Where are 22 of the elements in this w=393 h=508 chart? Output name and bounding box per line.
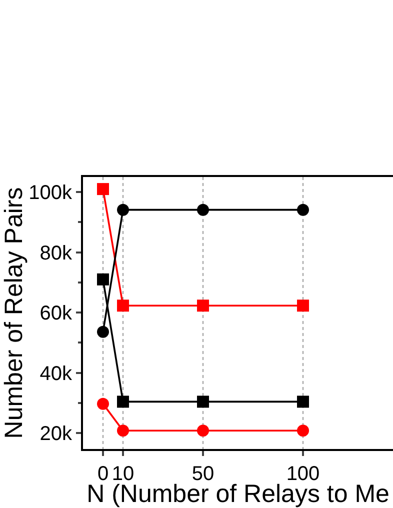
y-tick-label: 80k — [40, 242, 73, 264]
point — [297, 424, 309, 437]
point — [97, 183, 109, 196]
y-tick-label: 40k — [40, 362, 73, 385]
point — [297, 300, 309, 312]
point — [97, 273, 109, 286]
y-tick-label: 60k — [40, 302, 73, 325]
y-tick-label: 20k — [40, 423, 73, 446]
point — [117, 424, 129, 437]
point — [197, 396, 209, 408]
point — [117, 396, 129, 408]
y-tick-label: 100k — [28, 182, 73, 204]
point — [197, 424, 209, 437]
point — [197, 204, 209, 216]
point — [97, 398, 109, 410]
point — [197, 300, 209, 312]
point — [297, 204, 309, 216]
point — [297, 396, 309, 408]
point — [117, 300, 129, 312]
point — [117, 204, 129, 216]
y-axis-title: Number of Relay Pairs — [0, 187, 28, 439]
point — [97, 326, 109, 338]
